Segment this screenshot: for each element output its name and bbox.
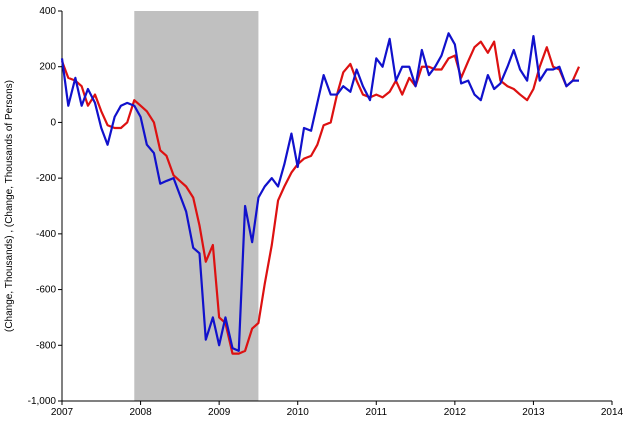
y-tick-label: 0 [50,117,56,128]
y-tick-label: -800 [36,340,56,351]
x-tick-label: 2007 [51,407,74,418]
y-tick-label: 200 [39,62,56,73]
x-tick-label: 2012 [444,407,467,418]
y-axis-label: (Change, Thousands) , (Change, Thousands… [4,80,15,332]
x-tick-label: 2009 [208,407,231,418]
x-tick-label: 2014 [601,407,624,418]
y-tick-label: -200 [36,173,56,184]
series-line [60,40,581,355]
y-tick-label: -1,000 [28,396,57,407]
recession-shading [134,11,259,401]
x-tick-label: 2013 [522,407,545,418]
x-tick-label: 2010 [287,407,310,418]
y-tick-label: -600 [36,285,56,296]
x-tick-label: 2011 [366,407,388,418]
y-tick-label: 400 [39,6,56,17]
y-tick-label: -400 [36,229,56,240]
x-tick-label: 2008 [129,407,152,418]
series-line [60,32,579,352]
